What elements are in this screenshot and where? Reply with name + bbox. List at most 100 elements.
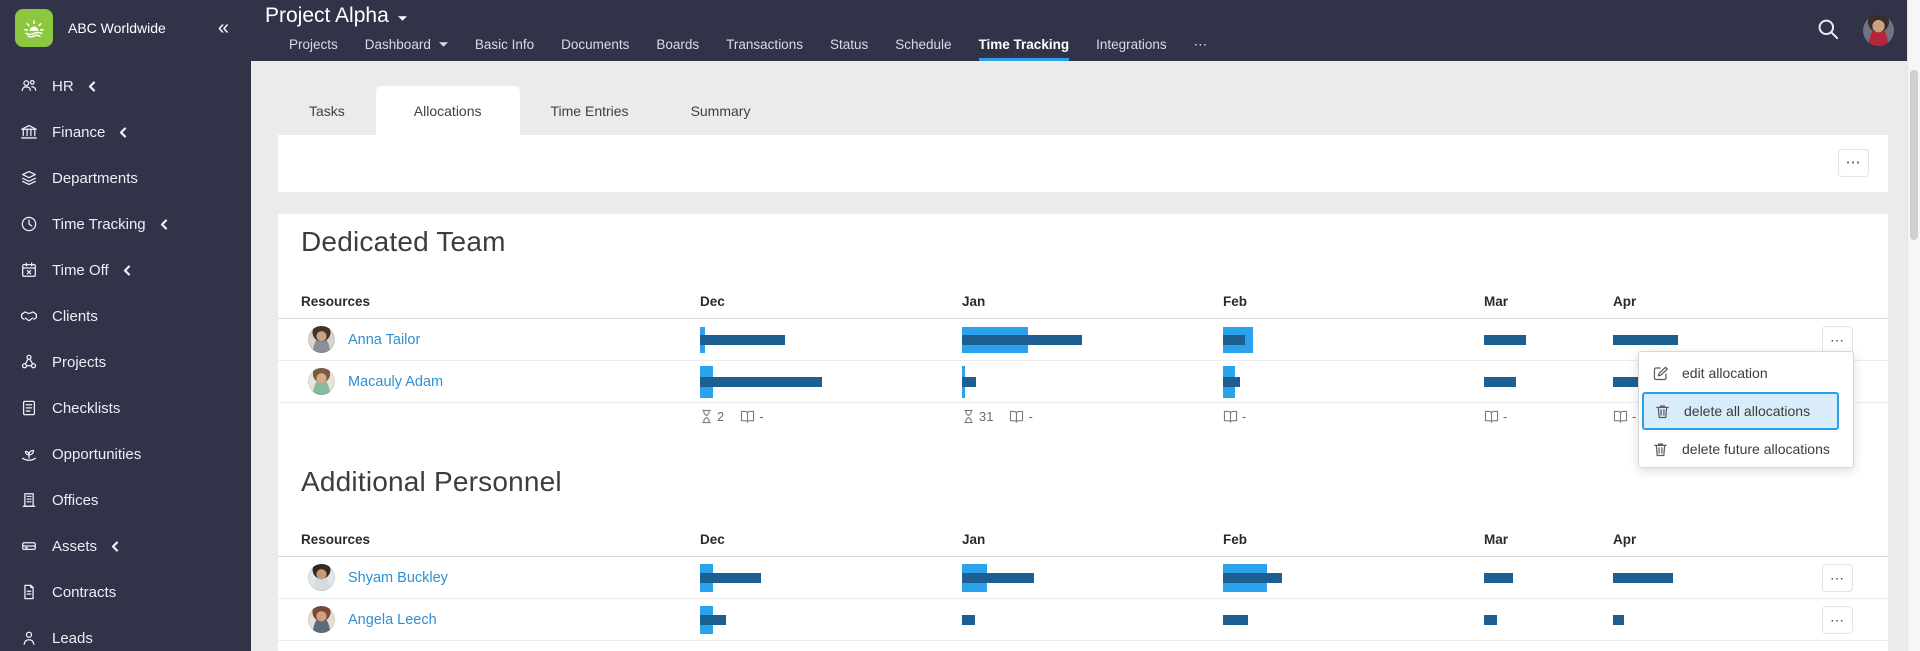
allocation-bar-apr[interactable] xyxy=(1613,599,1829,640)
allocation-bar-apr[interactable] xyxy=(1613,557,1829,598)
resource-link[interactable]: Shyam Buckley xyxy=(348,569,448,586)
allocation-bar-mar[interactable] xyxy=(1484,361,1612,402)
allocation-bar-mar[interactable] xyxy=(1484,557,1612,598)
sidebar-item-label: Clients xyxy=(52,307,98,325)
column-header-apr: Apr xyxy=(1613,294,1637,309)
row-more-button[interactable]: ⋯ xyxy=(1822,564,1853,592)
sidebar-item-time-tracking[interactable]: Time Tracking xyxy=(0,201,251,247)
layers-icon xyxy=(22,170,36,186)
schedule-book-icon xyxy=(1484,410,1499,423)
allocation-bar-dec[interactable] xyxy=(700,319,961,360)
menu-item-edit-allocation[interactable]: edit allocation xyxy=(1639,356,1853,390)
nav-item-projects[interactable]: Projects xyxy=(289,37,338,52)
sidebar-item-label: Departments xyxy=(52,169,138,187)
sidebar-item-checklists[interactable]: Checklists xyxy=(0,385,251,431)
sidebar-collapse-icon[interactable]: « xyxy=(217,17,229,39)
menu-item-label: delete all allocations xyxy=(1684,403,1811,419)
nav-item-time-tracking[interactable]: Time Tracking xyxy=(978,31,1070,61)
sidebar-item-time-off[interactable]: Time Off xyxy=(0,247,251,293)
sidebar-item-assets[interactable]: Assets xyxy=(0,523,251,569)
resource-link[interactable]: Angela Leech xyxy=(348,611,437,628)
search-icon[interactable] xyxy=(1816,17,1840,41)
menu-item-delete-future-allocations[interactable]: delete future allocations xyxy=(1639,432,1853,466)
sidebar-item-contracts[interactable]: Contracts xyxy=(0,569,251,615)
nav-item-dashboard[interactable]: Dashboard xyxy=(365,31,448,61)
menu-item-label: delete future allocations xyxy=(1682,441,1830,457)
allocation-bar-feb[interactable] xyxy=(1223,599,1484,640)
tab-summary[interactable]: Summary xyxy=(690,102,751,119)
allocation-bar-mar[interactable] xyxy=(1484,599,1612,640)
total-scheduled: - xyxy=(1242,409,1247,424)
project-title-text: Project Alpha xyxy=(265,4,389,27)
company-logo-icon[interactable] xyxy=(15,9,53,47)
tab-allocations[interactable]: Allocations xyxy=(375,86,520,135)
sidebar-item-departments[interactable]: Departments xyxy=(0,155,251,201)
table-row: Anna Tailor ⋯ xyxy=(278,319,1888,361)
sidebar-item-offices[interactable]: Offices xyxy=(0,477,251,523)
tab-tasks[interactable]: Tasks xyxy=(309,102,345,119)
hourglass-icon xyxy=(964,409,973,424)
drive-icon xyxy=(22,542,36,551)
row-more-button[interactable]: ⋯ xyxy=(1822,326,1853,354)
allocation-bar-feb[interactable] xyxy=(1223,361,1484,402)
sidebar-item-projects[interactable]: Projects xyxy=(0,339,251,385)
network-icon xyxy=(21,354,37,369)
sidebar-item-label: HR xyxy=(52,77,74,95)
sidebar-item-clients[interactable]: Clients xyxy=(0,293,251,339)
totals-feb: - xyxy=(1223,409,1258,424)
toolbar-more-button[interactable]: ⋯ xyxy=(1838,149,1869,177)
nav-item-transactions[interactable]: Transactions xyxy=(726,37,803,52)
sidebar-item-hr[interactable]: HR xyxy=(0,63,251,109)
nav-item-documents[interactable]: Documents xyxy=(561,37,630,52)
totals-row: 2 - 31 - - - - xyxy=(278,403,1888,433)
tab-time-entries[interactable]: Time Entries xyxy=(550,102,629,119)
section-title-dedicated-team: Dedicated Team xyxy=(301,226,506,257)
row-more-button[interactable]: ⋯ xyxy=(1822,606,1853,634)
total-scheduled: - xyxy=(1632,409,1637,424)
allocation-bar-dec[interactable] xyxy=(700,361,961,402)
allocation-bar-feb[interactable] xyxy=(1223,319,1484,360)
nav-item-boards[interactable]: Boards xyxy=(656,37,700,52)
total-scheduled: - xyxy=(1503,409,1508,424)
sidebar-item-label: Opportunities xyxy=(52,445,142,463)
resource-cell: Anna Tailor xyxy=(308,319,420,360)
sidebar-item-finance[interactable]: Finance xyxy=(0,109,251,155)
resource-link[interactable]: Macauly Adam xyxy=(348,373,444,390)
bank-icon xyxy=(21,124,37,139)
sidebar-item-opportunities[interactable]: Opportunities xyxy=(0,431,251,477)
project-title[interactable]: Project Alpha xyxy=(265,4,407,28)
resource-link[interactable]: Anna Tailor xyxy=(348,331,421,348)
checklist-icon xyxy=(22,400,36,416)
sidebar-item-label: Projects xyxy=(52,353,107,371)
scrollbar-thumb[interactable] xyxy=(1910,70,1918,240)
allocations-toolbar: ⋯ xyxy=(278,135,1888,192)
sidebar-item-leads[interactable]: Leads xyxy=(0,615,251,651)
allocation-bar-apr[interactable] xyxy=(1613,319,1829,360)
person-icon xyxy=(23,631,35,645)
nav-item-basic-info[interactable]: Basic Info xyxy=(474,37,535,52)
allocation-bar-mar[interactable] xyxy=(1484,319,1612,360)
scrollbar[interactable] xyxy=(1907,0,1920,651)
allocation-bar-jan[interactable] xyxy=(962,557,1223,598)
totals-dec: 2 - xyxy=(700,409,776,424)
allocation-bar-jan[interactable] xyxy=(962,599,1223,640)
menu-item-delete-all-allocations[interactable]: delete all allocations xyxy=(1642,392,1839,430)
nav-item-integrations[interactable]: Integrations xyxy=(1096,37,1167,52)
nav-overflow-button[interactable]: ⋯ xyxy=(1193,36,1208,52)
total-hours: 2 xyxy=(717,409,725,424)
allocation-bar-jan[interactable] xyxy=(962,319,1223,360)
chevron-left-icon xyxy=(111,540,119,552)
allocation-bar-dec[interactable] xyxy=(700,557,961,598)
total-hours: 31 xyxy=(979,409,994,424)
nav-item-status[interactable]: Status xyxy=(829,37,869,52)
user-avatar[interactable] xyxy=(1863,15,1894,46)
caret-down-icon xyxy=(438,42,448,47)
allocation-bar-jan[interactable] xyxy=(962,361,1223,402)
nav-item-schedule[interactable]: Schedule xyxy=(895,37,952,52)
top-header: Project Alpha Projects Dashboard Basic I… xyxy=(251,0,1920,61)
sidebar-item-label: Time Off xyxy=(52,261,109,279)
allocation-bar-apr[interactable] xyxy=(1613,361,1829,402)
allocation-bar-dec[interactable] xyxy=(700,599,961,640)
allocation-bar-feb[interactable] xyxy=(1223,557,1484,598)
